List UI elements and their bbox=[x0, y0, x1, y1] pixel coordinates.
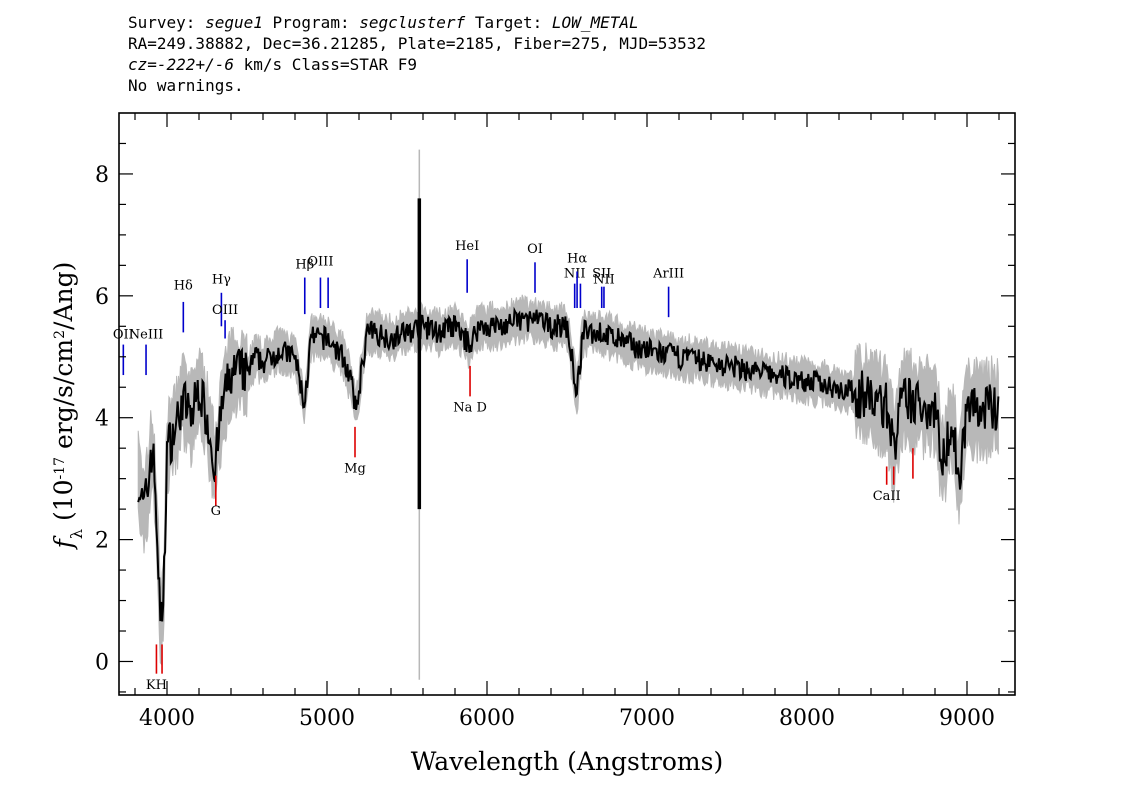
emission-line-label: OIII bbox=[212, 303, 238, 318]
absorption-line-label: KH bbox=[146, 678, 167, 693]
emission-line-label: NII bbox=[593, 273, 615, 288]
y-tick-label: 8 bbox=[95, 163, 109, 188]
cz-label: cz= bbox=[128, 55, 157, 74]
spectrum-header: Survey: segue1 Program: segclusterf Targ… bbox=[128, 12, 706, 96]
emission-line-label: HeI bbox=[455, 239, 479, 254]
y-axis-label-part: 2 bbox=[52, 330, 68, 339]
absorption-line-label: G bbox=[211, 504, 221, 519]
emission-line-label: OI bbox=[527, 242, 543, 257]
y-axis-label-part: erg/s/cm bbox=[49, 339, 78, 457]
flux-series-line bbox=[137, 306, 1000, 622]
flux-layer bbox=[137, 198, 1000, 622]
program-label: Program: bbox=[272, 13, 350, 32]
emission-line-label: Hβ bbox=[295, 257, 314, 272]
x-tick-label: 7000 bbox=[619, 706, 675, 731]
x-tick-label: 5000 bbox=[299, 706, 355, 731]
absorption-line-label: CaII bbox=[873, 489, 901, 504]
y-tick-label: 2 bbox=[95, 529, 109, 554]
absorption-line-label: Mg bbox=[344, 462, 366, 477]
y-axis-label-part: /Ang) bbox=[49, 262, 78, 330]
survey-label: Survey: bbox=[128, 13, 196, 32]
y-axis-label-part: -17 bbox=[52, 457, 68, 480]
x-tick-label: 6000 bbox=[459, 706, 515, 731]
noise-band bbox=[137, 149, 999, 680]
survey-value: segue1 bbox=[205, 13, 263, 32]
header-line-3: cz=-222+/-6 km/s Class=STAR F9 bbox=[128, 54, 706, 75]
cz-value: -222+/-6 bbox=[156, 55, 234, 74]
y-tick-label: 6 bbox=[95, 285, 109, 310]
target-label: Target: bbox=[474, 13, 543, 32]
cz-class: km/s Class=STAR F9 bbox=[243, 55, 417, 74]
x-tick-label: 4000 bbox=[139, 706, 195, 731]
x-tick-label: 8000 bbox=[779, 706, 835, 731]
y-tick-label: 4 bbox=[95, 407, 109, 432]
emission-line-label: ArIII bbox=[652, 267, 684, 282]
header-line-2: RA=249.38882, Dec=36.21285, Plate=2185, … bbox=[128, 34, 706, 53]
emission-line-label: OII bbox=[113, 327, 134, 342]
emission-line-label: SII bbox=[592, 267, 611, 282]
plot-frame bbox=[118, 112, 1016, 696]
emission-line-label: Hα bbox=[567, 251, 587, 266]
emission-line-label: Hγ bbox=[212, 273, 231, 288]
emission-line-label: NII bbox=[564, 267, 586, 282]
x-axis-label: Wavelength (Angstroms) bbox=[411, 747, 723, 776]
y-axis-label-part: f bbox=[49, 535, 78, 550]
y-axis-label: fλ (10-17 erg/s/cm2/Ang) bbox=[49, 262, 86, 551]
y-axis-label-part: λ bbox=[67, 529, 86, 539]
axes-layer: 4000 5000 6000 7000 8000 9000 0 2 4 6 8 bbox=[95, 112, 1016, 731]
header-line-1: Survey: segue1 Program: segclusterf Targ… bbox=[128, 12, 706, 33]
x-tick-label: 9000 bbox=[939, 706, 995, 731]
header-warnings: No warnings. bbox=[128, 76, 244, 95]
target-value: LOW_METAL bbox=[551, 13, 639, 32]
absorption-line-label: Na D bbox=[453, 401, 487, 416]
y-tick-label: 0 bbox=[95, 650, 109, 675]
emission-line-label: OIII bbox=[307, 254, 333, 269]
emission-line-label: NeIII bbox=[129, 327, 163, 342]
emission-line-label: Hδ bbox=[174, 279, 193, 294]
program-value: segclusterf bbox=[359, 13, 466, 32]
y-axis-label-part: (10 bbox=[49, 479, 78, 529]
